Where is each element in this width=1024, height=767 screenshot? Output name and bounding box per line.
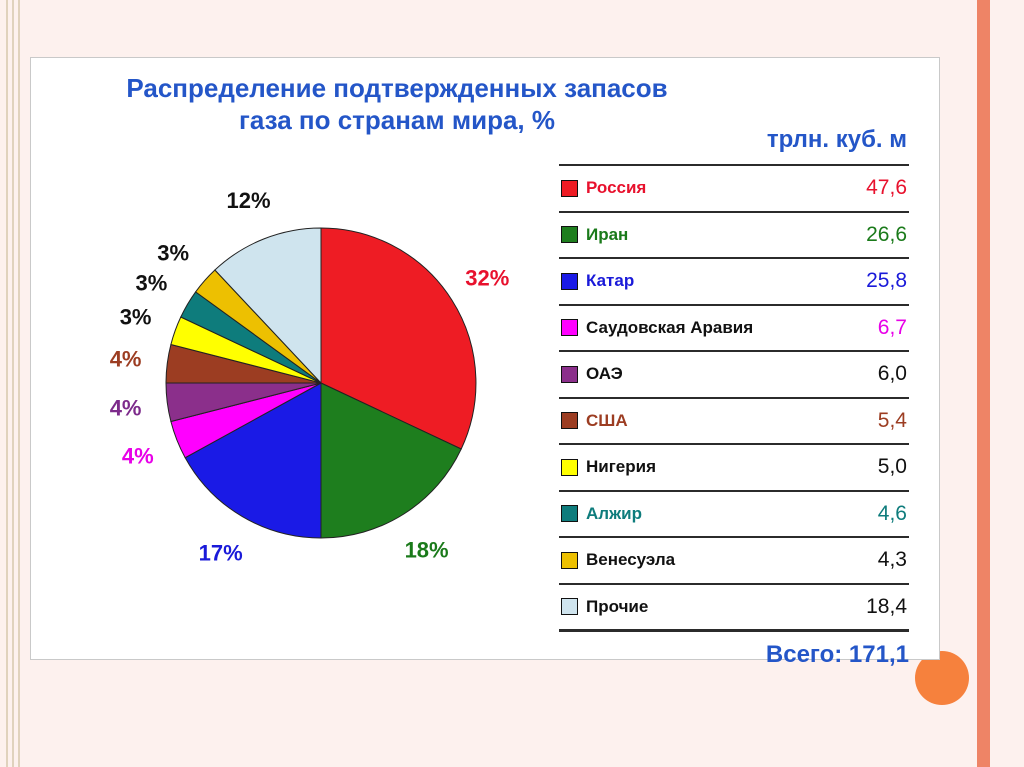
left-edge-stripes: [2, 0, 24, 767]
legend-value: 6,0: [877, 362, 907, 386]
pie-slice-percent-label: 4%: [122, 444, 154, 469]
legend-country-label: ОАЭ: [586, 364, 623, 384]
legend-value: 18,4: [866, 594, 907, 618]
pie-slice: [320, 382, 462, 539]
legend-color-swatch: [561, 226, 578, 244]
orange-circle-decoration: [915, 651, 969, 705]
legend-country-label: Катар: [586, 271, 635, 291]
legend-value: 5,4: [877, 408, 907, 432]
legend-row: Иран 26,6: [559, 210, 909, 258]
legend-color-swatch: [561, 272, 578, 290]
legend-country-label: Саудовская Аравия: [586, 317, 754, 337]
pie-slice: [320, 227, 477, 450]
legend-value: 25,8: [866, 269, 907, 293]
legend-row: Венесуэла 4,3: [559, 536, 909, 583]
legend-units-header: трлн. куб. м: [766, 126, 907, 153]
legend-total: Всего: 171,1: [765, 641, 909, 668]
slide-content: Распределение подтвержденных запасов газ…: [30, 57, 940, 668]
legend-color-swatch: [561, 412, 578, 430]
pie-slice-percent-label: 17%: [199, 541, 243, 566]
legend-color-swatch: [561, 551, 578, 569]
chart-title: Распределение подтвержденных запасов газ…: [39, 72, 755, 136]
legend-rows: Россия 47,6 Иран 26,6 Катар 25,8 Саудовская Ар…: [559, 164, 909, 632]
pie-slice: [184, 382, 322, 539]
legend-row: США 5,4: [559, 396, 909, 444]
legend-country-label: США: [586, 410, 628, 430]
pie-slice-percent-label: 18%: [405, 537, 449, 562]
pie-slice-percent-label: 4%: [110, 396, 142, 421]
legend-value: 5,0: [877, 455, 907, 479]
legend-value: 26,6: [866, 222, 907, 246]
legend-value: 4,6: [877, 501, 907, 525]
legend-row: Алжир 4,6: [559, 489, 909, 537]
legend-row: ОАЭ 6,0: [559, 350, 909, 397]
pie-slice-percent-label: 3%: [120, 304, 152, 329]
legend-value: 6,7: [877, 315, 907, 339]
legend-row: Нигерия 5,0: [559, 443, 909, 490]
legend-country-label: Нигерия: [586, 457, 657, 477]
legend-row: Прочие 18,4: [559, 582, 909, 630]
pie-slice-percent-label: 3%: [136, 271, 168, 296]
legend-table: трлн. куб. м Россия 47,6 Иран 26,6 Катар 25,8…: [559, 126, 909, 669]
pie-slice: [214, 227, 322, 385]
legend-color-swatch: [561, 319, 578, 337]
pie-chart: 32% 18% 17% 4% 4% 4% 3% 3% 3% 12%: [110, 188, 510, 566]
pie-slice-percent-label: 12%: [226, 188, 270, 213]
pie-slice-percent-label: 3%: [157, 241, 189, 266]
legend-color-swatch: [561, 505, 578, 523]
legend-row: Россия 47,6: [559, 164, 909, 211]
legend-color-swatch: [561, 365, 578, 383]
legend-color-swatch: [561, 458, 578, 476]
legend-country-label: Алжир: [586, 503, 642, 523]
chart-title-line1: Распределение подтвержденных запасов: [126, 73, 668, 103]
legend-value: 4,3: [877, 548, 907, 572]
legend-row: Саудовская Аравия 6,7: [559, 303, 909, 351]
right-edge-bar: [977, 0, 990, 767]
legend-country-label: Венесуэла: [586, 550, 676, 570]
pie-slice-percent-label: 4%: [110, 346, 142, 371]
legend-country-label: Прочие: [586, 596, 649, 616]
legend-value: 47,6: [866, 176, 907, 200]
legend-row: Катар 25,8: [559, 257, 909, 304]
pie-slice-percent-label: 32%: [465, 265, 509, 290]
legend-color-swatch: [561, 598, 578, 616]
legend-color-swatch: [561, 179, 578, 197]
legend-country-label: Иран: [586, 224, 629, 244]
legend-country-label: Россия: [586, 178, 647, 198]
chart-title-line2: газа по странам мира, %: [239, 105, 555, 135]
